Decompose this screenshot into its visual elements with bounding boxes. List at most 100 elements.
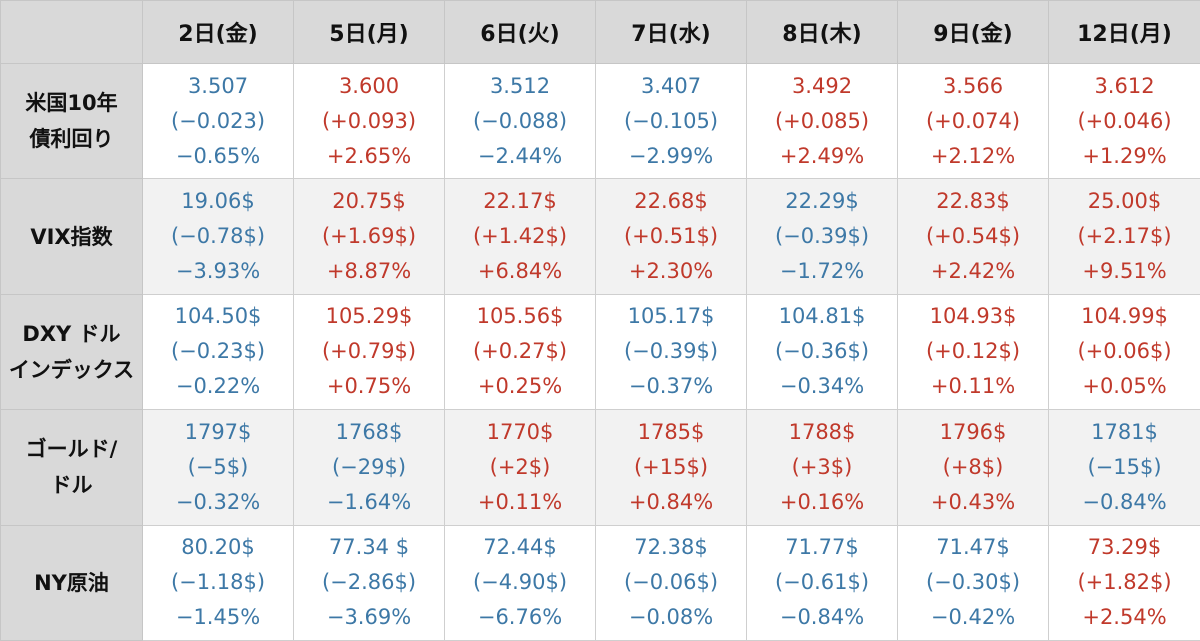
table-row: ゴールド/ ドル 1797$ (−5$) −0.32% 1768$ (−29$) −1.64… [0,409,1200,526]
change-percent: −0.84% [779,605,865,630]
price-value: 104.93$ [929,304,1017,329]
change-percent: +0.43% [930,489,1016,514]
change-percent: +6.84% [477,259,563,284]
change-percent: −0.37% [628,374,714,399]
change-percent: −3.93% [175,259,261,284]
change-amount: (+0.046) [1077,108,1172,133]
header-row: 2日(金) 5日(月) 6日(火) 7日(水) 8日(木) 9日(金) 12日(… [0,0,1200,64]
day-header: 12日(月) [1048,0,1200,64]
price-value: 19.06$ [181,189,255,214]
price-value: 104.50$ [174,304,262,329]
change-amount: (+0.093) [321,108,417,133]
data-cell: 77.34 $ (−2.86$) −3.69% [293,524,445,641]
price-value: 22.17$ [483,189,557,214]
change-percent: +1.29% [1082,143,1167,168]
row-label: ゴールド/ ドル [0,409,143,526]
data-cell: 3.507 (−0.023) −0.65% [142,62,294,180]
price-value: 20.75$ [332,189,406,214]
price-value: 1785$ [637,419,705,444]
change-amount: (+1.42$) [472,224,568,249]
change-percent: −0.22% [175,374,261,399]
price-value: 1770$ [486,419,554,444]
price-value: 1797$ [184,419,252,444]
price-value: 3.407 [640,73,702,98]
row-label: NY原油 [0,524,143,641]
change-amount: (+0.074) [925,108,1021,133]
change-amount: (+0.27$) [472,339,568,364]
day-header: 6日(火) [444,0,596,64]
change-percent: +8.87% [326,259,412,284]
change-amount: (+15$) [633,454,709,479]
price-value: 3.512 [489,73,551,98]
data-cell: 1797$ (−5$) −0.32% [142,409,294,526]
change-percent: −0.32% [175,489,261,514]
price-value: 3.507 [187,73,249,98]
change-amount: (+0.06$) [1077,339,1172,364]
day-header: 2日(金) [142,0,294,64]
change-percent: +0.11% [477,489,563,514]
data-cell: 3.612 (+0.046) +1.29% [1048,62,1200,180]
change-amount: (+2$) [489,454,551,479]
data-cell: 3.600 (+0.093) +2.65% [293,62,445,180]
data-cell: 1768$ (−29$) −1.64% [293,409,445,526]
day-header: 8日(木) [746,0,898,64]
data-cell: 80.20$ (−1.18$) −1.45% [142,524,294,641]
data-cell: 1796$ (+8$) +0.43% [897,409,1049,526]
price-value: 104.99$ [1081,304,1168,329]
change-percent: +2.49% [779,143,865,168]
change-percent: −3.69% [326,605,412,630]
change-percent: +0.11% [930,374,1016,399]
price-value: 72.38$ [634,535,708,560]
price-value: 73.29$ [1087,535,1162,560]
price-value: 3.566 [942,73,1004,98]
change-percent: −2.99% [628,143,714,168]
change-amount: (+0.51$) [623,224,719,249]
data-cell: 3.566 (+0.074) +2.12% [897,62,1049,180]
change-amount: (+2.17$) [1077,224,1172,249]
change-percent: −1.72% [779,259,865,284]
change-percent: −2.44% [477,143,563,168]
data-cell: 1788$ (+3$) +0.16% [746,409,898,526]
change-amount: (+0.085) [774,108,870,133]
change-amount: (+1.82$) [1077,570,1172,595]
price-value: 80.20$ [181,535,255,560]
price-value: 3.612 [1094,73,1155,98]
change-amount: (−0.30$) [925,570,1021,595]
change-amount: (−4.90$) [472,570,568,595]
price-value: 104.81$ [778,304,866,329]
change-percent: +0.75% [326,374,412,399]
change-amount: (+0.54$) [925,224,1021,249]
change-percent: +0.05% [1082,374,1167,399]
day-header: 7日(水) [595,0,747,64]
change-amount: (−0.06$) [623,570,719,595]
price-value: 77.34 $ [328,535,410,560]
price-value: 25.00$ [1087,189,1162,214]
change-percent: −0.84% [1082,489,1167,514]
data-cell: 22.83$ (+0.54$) +2.42% [897,178,1049,295]
change-amount: (+8$) [942,454,1004,479]
price-value: 3.492 [791,73,853,98]
change-percent: −0.34% [779,374,865,399]
data-cell: 22.29$ (−0.39$) −1.72% [746,178,898,295]
change-amount: (−0.39$) [774,224,870,249]
price-value: 3.600 [338,73,400,98]
change-percent: +2.12% [930,143,1016,168]
data-cell: 19.06$ (−0.78$) −3.93% [142,178,294,295]
change-percent: +0.84% [628,489,714,514]
change-amount: (−2.86$) [321,570,417,595]
price-value: 105.17$ [627,304,715,329]
data-cell: 1781$ (−15$) −0.84% [1048,409,1200,526]
change-amount: (−15$) [1087,454,1162,479]
change-amount: (−0.105) [623,108,719,133]
data-cell: 72.38$ (−0.06$) −0.08% [595,524,747,641]
data-cell: 22.17$ (+1.42$) +6.84% [444,178,596,295]
change-percent: −0.42% [930,605,1016,630]
table-row: VIX指数 19.06$ (−0.78$) −3.93% 20.75$ (+1.69$) +… [0,178,1200,295]
price-value: 71.47$ [936,535,1010,560]
change-amount: (−5$) [187,454,249,479]
change-percent: +0.16% [779,489,865,514]
price-value: 22.83$ [936,189,1010,214]
table-row: 米国10年 債利回り 3.507 (−0.023) −0.65% 3.600 (+0.09… [0,62,1200,180]
change-amount: (−0.088) [472,108,568,133]
change-amount: (+3$) [791,454,853,479]
